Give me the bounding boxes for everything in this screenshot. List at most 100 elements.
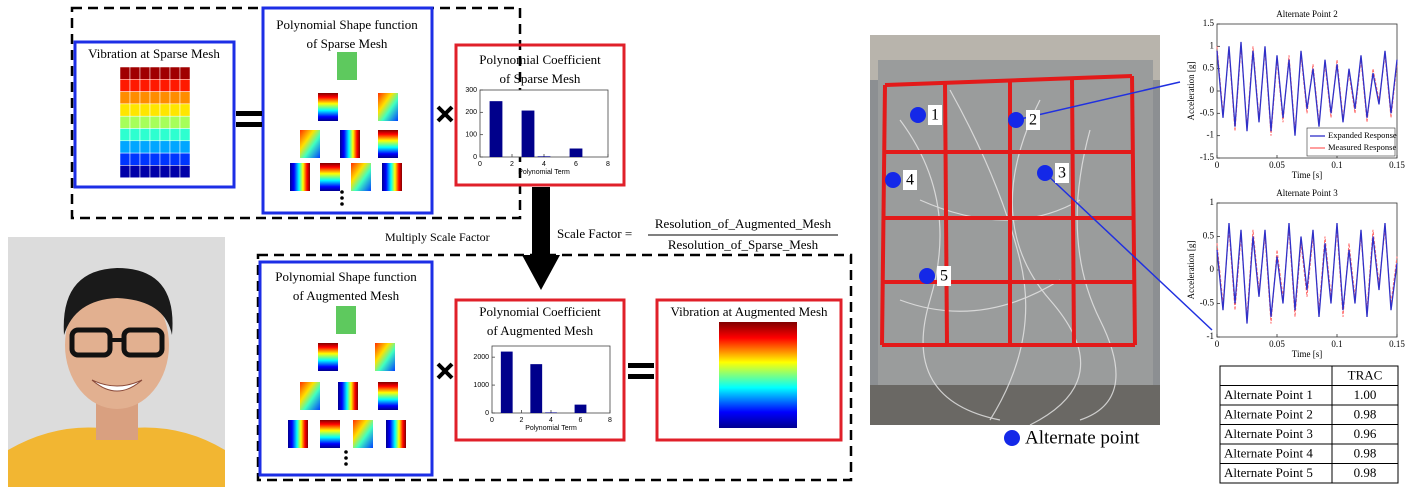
legend-label: Expanded Response [1328, 130, 1397, 140]
x-tick-label: 0 [1215, 160, 1220, 170]
y-axis-label: Acceleration [g] [1186, 62, 1196, 121]
mesh-cell [150, 67, 160, 79]
mesh-cell [140, 104, 150, 116]
bar [575, 405, 587, 413]
x-axis-label: Polynomial Term [518, 169, 570, 176]
mesh-cell [160, 104, 170, 116]
point-label: 2 [1029, 112, 1037, 129]
x-tick-label: 2 [510, 161, 514, 168]
mesh-cell [180, 153, 190, 165]
times-sign [438, 364, 452, 378]
mesh-cell [180, 116, 190, 128]
mesh-cell [160, 141, 170, 153]
x-tick-label: 0.05 [1269, 160, 1285, 170]
y-tick-label: 1 [1210, 197, 1215, 207]
x-axis-label: Time [s] [1292, 170, 1322, 180]
table-cell: 0.98 [1354, 407, 1377, 422]
formula-denominator: Resolution_of_Sparse_Mesh [668, 237, 819, 252]
mesh-cell [170, 116, 180, 128]
x-tick-label: 0.15 [1389, 160, 1405, 170]
table-cell: Alternate Point 5 [1224, 465, 1313, 480]
bar [490, 101, 503, 157]
shape-function-plot [386, 420, 406, 448]
mesh-cell [150, 165, 160, 177]
mesh-cell [150, 141, 160, 153]
ellipsis-dot [340, 196, 344, 200]
y-tick-label: -1 [1207, 331, 1215, 341]
shape-function-plot [300, 130, 320, 158]
y-tick-label: 1 [1210, 40, 1215, 50]
mesh-cell [160, 116, 170, 128]
mesh-cell [160, 165, 170, 177]
y-tick-label: 0 [1210, 264, 1215, 274]
mesh-cell [170, 67, 180, 79]
shape-function-plot [320, 420, 340, 448]
shape-function-plot [378, 382, 398, 410]
mesh-cell [180, 79, 190, 91]
shape-function-plot [336, 306, 356, 334]
x-tick-label: 4 [542, 161, 546, 168]
x-tick-label: 0.15 [1389, 339, 1405, 349]
mesh-cell [140, 67, 150, 79]
mesh-cell [130, 129, 140, 141]
mesh-cell [120, 116, 130, 128]
table-cell: 0.98 [1354, 465, 1377, 480]
mesh-cell [160, 153, 170, 165]
x-tick-label: 2 [520, 417, 524, 424]
panel-title: of Sparse Mesh [500, 71, 581, 86]
augmented-field [719, 322, 797, 428]
mesh-cell [120, 79, 130, 91]
table-header: TRAC [1348, 368, 1383, 383]
panel-title: of Augmented Mesh [487, 323, 594, 338]
table-cell: Alternate Point 3 [1224, 426, 1313, 441]
mesh-cell [170, 129, 180, 141]
x-tick-label: 6 [579, 417, 583, 424]
y-tick-label: 1000 [473, 382, 489, 389]
bar [570, 149, 583, 157]
mesh-cell [160, 129, 170, 141]
mesh-cell [170, 92, 180, 104]
mesh-cell [130, 153, 140, 165]
point-label: 5 [940, 268, 948, 285]
x-tick-label: 0 [490, 417, 494, 424]
times-sign [438, 107, 452, 121]
shape-function-plot [353, 420, 373, 448]
mesh-cell [180, 165, 190, 177]
point-label: 1 [931, 107, 939, 124]
mesh-cell [170, 141, 180, 153]
alternate-point [885, 172, 901, 188]
mesh-cell [180, 67, 190, 79]
y-tick-label: 0.5 [1203, 63, 1215, 73]
chart-title: Alternate Point 3 [1276, 188, 1338, 198]
panel-title: of Augmented Mesh [293, 288, 400, 303]
shape-function-plot [288, 420, 308, 448]
mesh-cell [140, 141, 150, 153]
panel-title: Polynomial Shape function [276, 17, 418, 32]
x-tick-label: 0 [1215, 339, 1220, 349]
mesh-cell [170, 153, 180, 165]
panel-title: Polynomial Coefficient [479, 52, 601, 67]
mesh-cell [120, 153, 130, 165]
shape-function-plot [290, 163, 310, 191]
mesh-cell [130, 141, 140, 153]
mesh-cell [170, 165, 180, 177]
bar [501, 352, 513, 413]
mesh-cell [120, 92, 130, 104]
x-tick-label: 0.1 [1331, 160, 1342, 170]
y-tick-label: -1 [1207, 130, 1215, 140]
legend-dot [1004, 430, 1020, 446]
y-tick-label: -1.5 [1200, 152, 1215, 162]
mesh-cell [130, 104, 140, 116]
x-axis-label: Time [s] [1292, 349, 1322, 359]
mesh-cell [180, 92, 190, 104]
y-axis-label: Acceleration [g] [1186, 241, 1196, 300]
mesh-cell [170, 79, 180, 91]
shape-function-plot [382, 163, 402, 191]
alternate-point [910, 107, 926, 123]
mesh-cell [150, 153, 160, 165]
ellipsis-dot [340, 190, 344, 194]
formula-lhs: Scale Factor = [557, 226, 632, 241]
legend-label: Measured Response [1328, 142, 1396, 152]
mesh-cell [140, 79, 150, 91]
point-label: 3 [1058, 165, 1066, 182]
